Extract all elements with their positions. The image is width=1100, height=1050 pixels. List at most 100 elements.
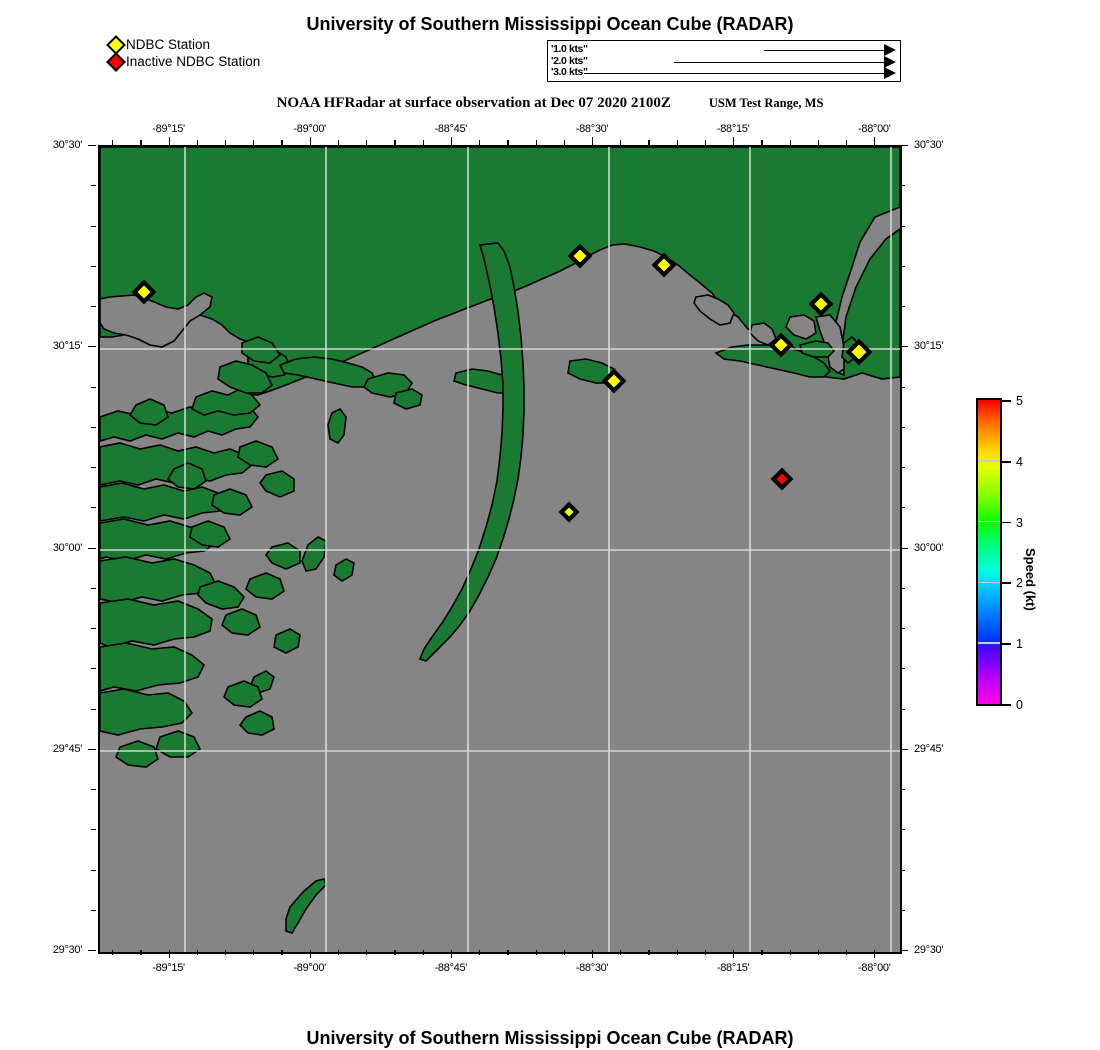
island-chandeleur-frag-3 — [327, 407, 347, 445]
axis-tick-x — [563, 950, 565, 955]
axis-tick-x — [789, 950, 791, 955]
axis-tick-y — [91, 426, 96, 428]
colorbar-gradient — [976, 398, 1002, 706]
axis-label-y-right: 30°15' — [914, 340, 944, 353]
station-marker-inactive[interactable] — [770, 467, 794, 491]
water-inlet-biloxi — [693, 294, 735, 326]
colorbar-gridline — [978, 581, 1000, 584]
vector-scale-legend: '1.0 kts" '2.0 kts" '3.0 kts" — [547, 40, 901, 82]
axis-tick-x — [817, 950, 820, 955]
axis-tick-y — [900, 587, 905, 589]
axis-tick-y — [900, 547, 908, 549]
axis-label-y-right: 30°00' — [914, 541, 944, 554]
axis-tick-x — [168, 950, 170, 958]
land-polygons — [100, 147, 900, 934]
vector-scale-row-3: '3.0 kts" — [548, 66, 900, 79]
red-diamond-icon — [105, 51, 126, 72]
colorbar-tick — [1000, 643, 1011, 645]
axis-tick-x — [366, 140, 368, 145]
axis-tick-y — [900, 346, 908, 348]
axis-tick-x — [337, 950, 340, 955]
colorbar-tick — [1000, 400, 1011, 402]
axis-label-y-right: 29°30' — [914, 944, 944, 956]
legend-label-inactive: Inactive NDBC Station — [126, 54, 261, 69]
page-title: University of Southern Mississippi Ocean… — [306, 14, 794, 34]
legend-item-ndbc-station: NDBC Station — [105, 34, 260, 55]
axis-tick-x — [789, 140, 791, 145]
colorbar-gridline — [978, 642, 1000, 644]
station-marker-active[interactable] — [845, 338, 873, 366]
axis-tick-x — [450, 137, 453, 145]
vector-arrowhead-3 — [884, 67, 896, 79]
axis-tick-y — [91, 829, 96, 831]
colorbar-gridline — [978, 520, 1000, 523]
station-marker-active[interactable] — [601, 368, 627, 394]
axis-tick-y — [900, 225, 905, 227]
axis-tick-x — [225, 140, 227, 145]
axis-label-x-top: -88°15' — [716, 123, 750, 135]
axis-label-x-bottom: -88°15' — [716, 962, 750, 974]
station-marker-active[interactable] — [567, 243, 593, 269]
axis-tick-x — [676, 950, 678, 955]
colorbar-tick-label: 3 — [1016, 515, 1023, 530]
station-marker-active[interactable] — [131, 279, 157, 305]
axis-tick-x — [648, 140, 650, 145]
axis-tick-x — [648, 950, 650, 955]
water-inlet-grand-bay — [785, 314, 817, 340]
axis-tick-y — [91, 628, 96, 630]
colorbar-tick — [1000, 460, 1011, 463]
axis-tick-y — [88, 547, 96, 549]
station-marker-active[interactable] — [558, 501, 580, 523]
axis-tick-x — [507, 950, 509, 955]
axis-tick-x — [253, 140, 255, 145]
axis-tick-x — [846, 950, 848, 955]
island-breton-2 — [333, 558, 355, 582]
colorbar-tick — [1000, 521, 1011, 524]
axis-tick-y — [900, 829, 905, 831]
subtitle-text: NOAA HFRadar at surface observation at D… — [276, 95, 671, 111]
map-plot-area[interactable] — [98, 145, 902, 954]
axis-tick-y — [900, 306, 905, 308]
axis-tick-x — [563, 140, 565, 145]
axis-tick-x — [874, 950, 876, 958]
axis-label-x-top: -88°45' — [434, 123, 468, 135]
vector-scale-row-2: '2.0 kts" — [548, 55, 900, 68]
axis-tick-y — [900, 386, 905, 388]
station-marker-active[interactable] — [768, 332, 794, 358]
axis-tick-y — [91, 668, 96, 670]
axis-label-x-top: -88°30' — [575, 123, 609, 135]
axis-label-y-right: 29°45' — [914, 742, 944, 755]
axis-tick-y — [900, 265, 905, 267]
axis-tick-x — [281, 950, 283, 955]
axis-tick-y — [88, 145, 96, 147]
station-markers-layer[interactable] — [131, 243, 873, 523]
axis-tick-x — [761, 140, 763, 145]
axis-tick-y — [900, 145, 908, 147]
colorbar-title: Speed (kt) — [1023, 548, 1038, 611]
axis-tick-y — [900, 467, 905, 469]
axis-label-x-bottom: -88°45' — [434, 962, 468, 974]
axis-tick-x — [253, 950, 255, 955]
station-marker-active[interactable] — [651, 252, 677, 278]
axis-tick-y — [900, 628, 905, 630]
axis-tick-x — [592, 950, 594, 958]
axis-label-y-left: 30°00' — [52, 541, 82, 554]
station-legend: NDBC Station Inactive NDBC Station — [105, 34, 261, 72]
axis-tick-x — [140, 950, 142, 955]
vector-line-3 — [584, 73, 884, 74]
colorbar-tick-label: 2 — [1016, 576, 1023, 591]
axis-tick-x — [196, 950, 198, 955]
vector-scale-label-2: '2.0 kts" — [551, 55, 588, 67]
axis-tick-x — [140, 140, 142, 145]
axis-tick-y — [91, 587, 96, 589]
station-marker-active[interactable] — [808, 291, 834, 317]
axis-tick-y — [91, 869, 96, 871]
axis-tick-x — [592, 137, 594, 145]
map-gridlines — [100, 147, 900, 952]
colorbar-tick-label: 4 — [1016, 454, 1023, 469]
map-canvas — [100, 147, 900, 952]
axis-tick-x — [309, 950, 311, 958]
axis-tick-y — [91, 909, 96, 911]
axis-label-y-left: 29°45' — [52, 742, 82, 755]
axis-label-x-bottom: -89°15' — [152, 962, 185, 974]
